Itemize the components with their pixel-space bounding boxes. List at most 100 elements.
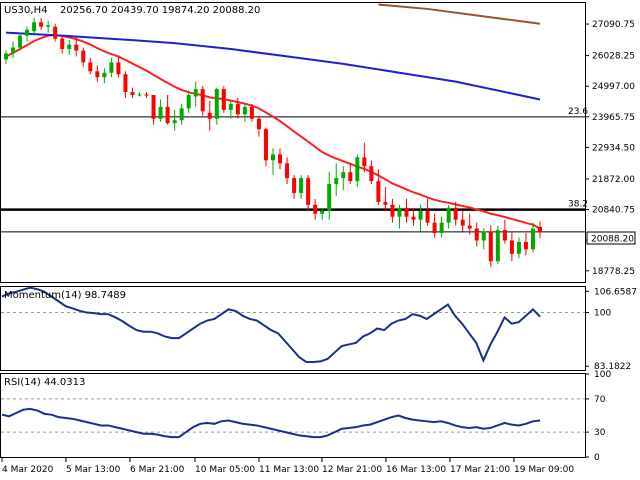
candle-body-bear bbox=[130, 92, 135, 96]
price-tick-label: 20840.75 bbox=[592, 206, 635, 216]
candle-body-bear bbox=[362, 157, 367, 167]
time-tick-label: 5 Mar 13:00 bbox=[66, 465, 121, 475]
candle-body-bull bbox=[46, 25, 51, 27]
candle-body-bull bbox=[214, 89, 219, 119]
candle-body-bull bbox=[495, 230, 500, 262]
candle-body-bear bbox=[348, 172, 353, 182]
candle-body-bear bbox=[116, 62, 121, 75]
candle-body-bull bbox=[446, 207, 451, 223]
candle-body-bear bbox=[207, 112, 212, 119]
candle-body-bear bbox=[263, 129, 268, 161]
rsi-panel-frame bbox=[0, 373, 586, 458]
price-tick-label: 26028.25 bbox=[592, 52, 635, 62]
candle-body-bear bbox=[488, 231, 493, 262]
rsi-tick-label: 30 bbox=[594, 428, 606, 438]
level-label: 38.2 bbox=[568, 200, 588, 210]
candle-body-bull bbox=[334, 178, 339, 185]
momentum-tick-label: 83.1822 bbox=[594, 362, 631, 372]
candle-body-bull bbox=[481, 231, 486, 241]
candle-body-bear bbox=[523, 241, 528, 250]
candle-body-bear bbox=[278, 154, 283, 164]
time-tick-label: 4 Mar 2020 bbox=[2, 465, 54, 475]
price-tick-label: 21872.00 bbox=[592, 175, 635, 185]
candle-body-bull bbox=[158, 106, 163, 119]
candle-body-bear bbox=[467, 225, 472, 229]
rsi-tick-label: 100 bbox=[594, 370, 611, 380]
candle-body-bull bbox=[11, 47, 16, 54]
current-price-label: 20088.20 bbox=[591, 235, 634, 245]
chart-header-symbol: US30,H4 bbox=[4, 5, 47, 16]
candle-body-bull bbox=[137, 94, 142, 96]
candle-body-bear bbox=[411, 216, 416, 220]
candle-body-bear bbox=[425, 210, 430, 223]
momentum-tick-label: 100 bbox=[594, 309, 611, 319]
candle-body-bull bbox=[228, 103, 233, 110]
candle-body-bear bbox=[376, 181, 381, 202]
candle-body-bear bbox=[390, 204, 395, 217]
candle-body-bull bbox=[299, 178, 304, 193]
candle-body-bear bbox=[404, 207, 409, 217]
candle-body-bull bbox=[102, 72, 107, 78]
time-tick-label: 17 Mar 21:00 bbox=[450, 465, 510, 475]
ma-fast-line bbox=[5, 34, 541, 230]
candle-body-bull bbox=[530, 228, 535, 250]
price-tick-label: 24997.00 bbox=[592, 82, 635, 92]
candle-body-bull bbox=[186, 95, 191, 109]
candle-body-bull bbox=[109, 62, 114, 73]
candle-body-bull bbox=[355, 157, 360, 182]
time-tick-label: 10 Mar 05:00 bbox=[195, 465, 255, 475]
candle-body-bear bbox=[460, 219, 465, 226]
price-tick-label: 23965.75 bbox=[592, 113, 635, 123]
candle-body-bull bbox=[418, 210, 423, 220]
candle-body-bear bbox=[95, 71, 100, 78]
level-label: 23.6 bbox=[568, 107, 588, 117]
time-axis: 4 Mar 2020 5 Mar 13:00 6 Mar 21:00 10 Mar 0… bbox=[1, 458, 574, 475]
candle-body-bear bbox=[88, 62, 93, 72]
candle-body-bear bbox=[74, 44, 79, 51]
candle-body-bear bbox=[256, 118, 261, 130]
candle-body-bull bbox=[4, 53, 8, 60]
moving-averages bbox=[5, 3, 541, 230]
candle-body-bear bbox=[285, 163, 290, 179]
momentum-title: Momentum(14) 98.7489 bbox=[4, 290, 126, 301]
candle-body-bear bbox=[53, 26, 58, 39]
candle-body-bear bbox=[235, 103, 240, 115]
momentum-line bbox=[1, 286, 541, 364]
candle-body-bull bbox=[341, 172, 346, 179]
time-tick-label: 12 Mar 21:00 bbox=[322, 465, 382, 475]
ma-long-line bbox=[378, 3, 541, 25]
rsi-indicator: 100 70 30 0 bbox=[1, 370, 611, 463]
candle-body-bull bbox=[18, 35, 23, 48]
candle-body-bear bbox=[538, 226, 542, 232]
ma-slow-line bbox=[5, 31, 541, 101]
candle-body-bull bbox=[439, 222, 444, 234]
rsi-tick-label: 0 bbox=[594, 453, 600, 463]
current-price-box bbox=[586, 231, 636, 245]
candle-body-bear bbox=[383, 201, 388, 205]
price-levels: 23.6 38.2 bbox=[1, 107, 588, 233]
momentum-panel-frame bbox=[0, 286, 586, 371]
rsi-line bbox=[1, 407, 541, 439]
candle-body-bull bbox=[327, 184, 332, 211]
candle-body-bear bbox=[432, 222, 437, 234]
candle-body-bear bbox=[200, 89, 205, 112]
candle-body-bear bbox=[144, 94, 149, 96]
candle-body-bear bbox=[502, 230, 507, 241]
candlesticks bbox=[4, 17, 542, 268]
candle-body-bear bbox=[313, 204, 318, 214]
candle-body-bull bbox=[67, 44, 72, 50]
candle-body-bear bbox=[369, 166, 374, 182]
time-tick-label: 6 Mar 21:00 bbox=[130, 465, 185, 475]
candle-body-bear bbox=[39, 22, 44, 27]
candle-body-bull bbox=[397, 207, 402, 217]
rsi-title: RSI(14) 44.0313 bbox=[4, 377, 85, 388]
candle-body-bear bbox=[165, 106, 170, 124]
time-tick-label: 11 Mar 13:00 bbox=[259, 465, 319, 475]
candle-body-bull bbox=[242, 106, 247, 115]
candle-body-bear bbox=[151, 95, 156, 119]
candle-body-bull bbox=[516, 241, 521, 254]
candle-body-bull bbox=[271, 154, 275, 161]
candle-body-bull bbox=[25, 29, 30, 36]
rsi-tick-label: 70 bbox=[594, 395, 606, 405]
